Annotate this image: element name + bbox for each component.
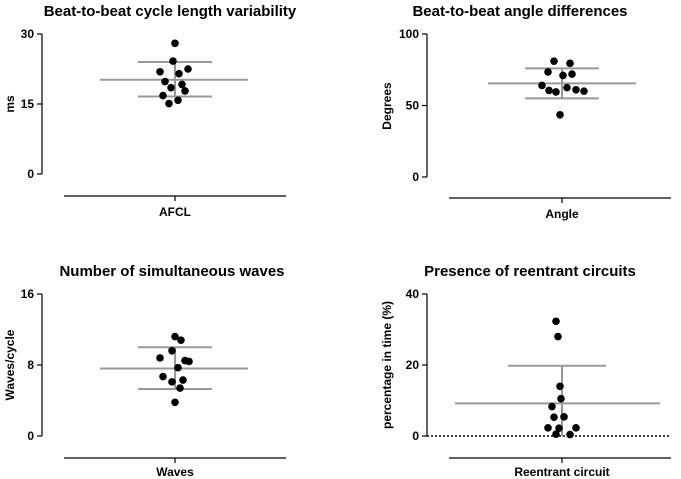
data-point <box>548 402 556 411</box>
data-points <box>156 332 193 407</box>
chart-title: Beat-to-beat angle differences <box>412 3 627 20</box>
data-points <box>544 317 580 439</box>
data-point <box>538 81 546 90</box>
data-point <box>167 83 175 92</box>
data-point <box>552 88 560 96</box>
x-category-label: Waves <box>156 465 194 479</box>
data-point <box>545 86 553 95</box>
x-category-label: Angle <box>545 207 579 221</box>
data-point <box>557 394 565 403</box>
y-tick-label: 0 <box>412 429 419 443</box>
chart-title: Presence of reentrant circuits <box>424 263 636 280</box>
data-point <box>171 39 179 48</box>
data-point <box>159 372 167 381</box>
panel-reentrant-circuits: Presence of reentrant circuits percentag… <box>380 263 671 479</box>
data-point <box>560 413 568 421</box>
data-point <box>177 336 185 344</box>
y-axis-label: Waves/cycle <box>3 329 17 400</box>
data-point <box>161 77 169 86</box>
data-point <box>185 357 193 366</box>
data-point <box>544 68 552 76</box>
data-point <box>568 70 576 78</box>
data-point <box>544 424 552 432</box>
data-point <box>572 424 580 432</box>
y-tick-label: 16 <box>21 287 35 301</box>
chart-title: Beat-to-beat cycle length variability <box>44 3 297 20</box>
panel-simultaneous-waves: Number of simultaneous waves Waves/cycle… <box>3 263 286 479</box>
data-point <box>176 384 184 392</box>
data-point <box>552 430 560 439</box>
data-point <box>174 96 182 105</box>
data-point <box>175 69 183 78</box>
y-tick-label: 15 <box>21 97 35 111</box>
y-tick-label: 0 <box>27 429 34 443</box>
panel-angle-differences: Beat-to-beat angle differences Degrees 1… <box>380 3 671 221</box>
data-point <box>556 382 564 391</box>
data-point <box>168 347 176 355</box>
data-point <box>156 354 164 362</box>
y-axis-label: percentage in time (%) <box>380 301 394 429</box>
data-point <box>169 57 177 65</box>
data-point <box>555 424 563 432</box>
data-point <box>174 363 182 372</box>
y-tick-label: 40 <box>406 287 420 301</box>
data-point <box>171 398 179 407</box>
y-tick-label: 8 <box>27 358 34 372</box>
data-point <box>181 87 189 95</box>
data-point <box>168 378 176 386</box>
data-point <box>563 83 571 92</box>
data-point <box>550 413 558 421</box>
data-point <box>156 68 164 76</box>
data-point <box>566 430 574 439</box>
data-point <box>165 99 173 108</box>
y-axis-label: Degrees <box>380 82 394 130</box>
data-point <box>552 317 560 326</box>
data-point <box>554 332 562 341</box>
data-points <box>538 57 588 119</box>
data-point <box>559 71 567 80</box>
data-point <box>566 59 574 68</box>
panel-cycle-length: Beat-to-beat cycle length variability ms… <box>3 3 297 219</box>
y-tick-label: 100 <box>399 27 419 41</box>
data-point <box>556 110 564 119</box>
data-points <box>156 39 192 108</box>
data-point <box>178 80 186 89</box>
y-tick-label: 0 <box>412 170 419 184</box>
x-category-label: AFCL <box>159 205 191 219</box>
data-point <box>171 332 179 341</box>
data-point <box>179 376 187 384</box>
y-tick-label: 20 <box>406 358 420 372</box>
chart-title: Number of simultaneous waves <box>59 263 284 280</box>
y-tick-label: 0 <box>27 167 34 181</box>
data-point <box>550 57 558 65</box>
data-point <box>184 65 192 73</box>
data-point <box>572 85 580 94</box>
data-point <box>159 91 167 100</box>
data-point <box>580 87 588 95</box>
y-axis-label: ms <box>3 95 17 113</box>
x-category-label: Reentrant circuit <box>514 465 609 479</box>
y-tick-label: 50 <box>406 99 420 113</box>
y-tick-label: 30 <box>21 27 35 41</box>
